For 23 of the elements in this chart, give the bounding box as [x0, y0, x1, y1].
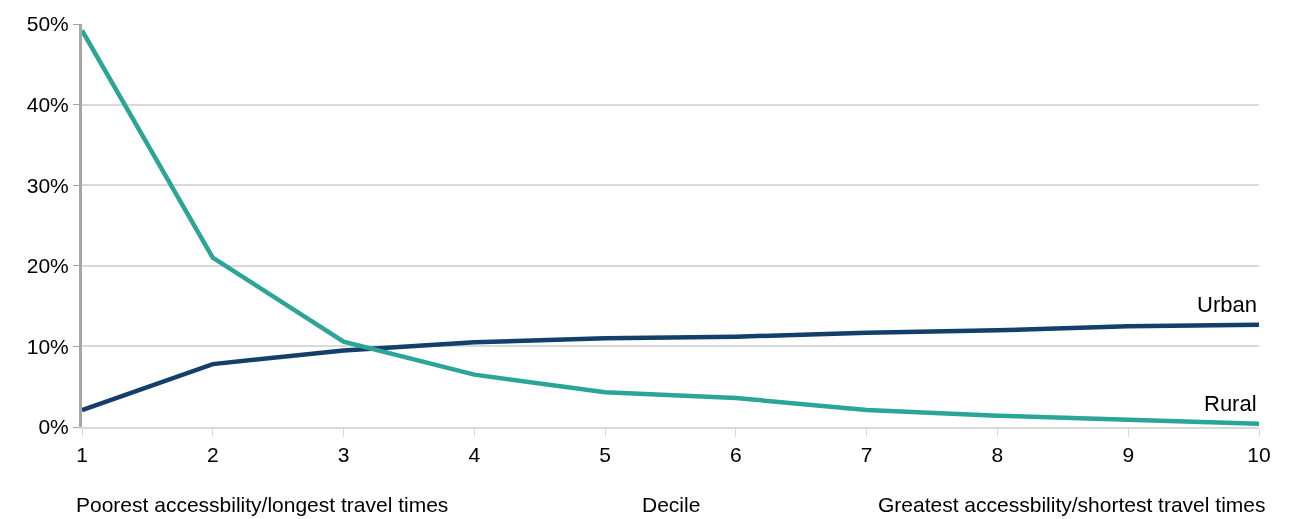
x-tick-label: 10: [1247, 443, 1271, 467]
y-tick-label: 30%: [26, 173, 69, 197]
x-tick-label: 3: [337, 443, 350, 467]
y-tick-label: 20%: [26, 254, 69, 278]
x-tick-label: 9: [1122, 443, 1135, 467]
x-tick-label: 6: [730, 443, 742, 467]
x-tick-label: 5: [599, 443, 611, 467]
y-tick-label: 40%: [26, 92, 69, 116]
x-tick-label: 4: [468, 443, 481, 467]
series-label: Rural: [1204, 391, 1257, 416]
y-tick-label: 0%: [38, 415, 69, 439]
x-tick-label: 2: [206, 443, 219, 467]
series-label: Urban: [1197, 292, 1257, 317]
x-tick-label: 8: [991, 443, 1004, 467]
text: Poorest accessbility/longest travel times: [76, 493, 449, 516]
y-tick-label: 50%: [26, 12, 69, 36]
x-tick-label: 1: [76, 443, 88, 467]
line-series: [82, 28, 1259, 427]
x-axis-title: Decile: [642, 493, 701, 516]
x-tick-label: 7: [860, 443, 873, 467]
y-tick-label: 10%: [26, 334, 69, 358]
text: Greatest accessbility/shortest travel times: [878, 493, 1266, 516]
line-series: [82, 322, 1259, 413]
